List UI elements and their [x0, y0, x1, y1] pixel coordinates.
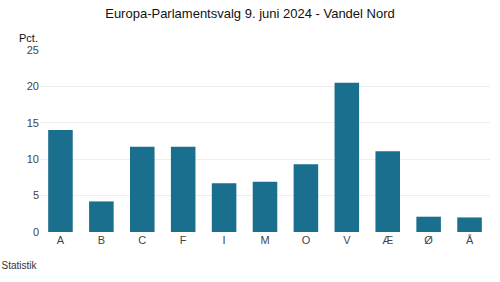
svg-text:I: I [223, 234, 226, 246]
svg-text:25: 25 [27, 44, 39, 56]
svg-text:20: 20 [27, 80, 39, 92]
svg-text:M: M [260, 234, 269, 246]
svg-text:Æ: Æ [382, 234, 393, 246]
svg-text:15: 15 [27, 117, 39, 129]
svg-text:C: C [138, 234, 146, 246]
svg-text:B: B [98, 234, 105, 246]
svg-text:5: 5 [33, 189, 39, 201]
svg-text:F: F [180, 234, 187, 246]
svg-text:V: V [343, 234, 351, 246]
svg-text:Å: Å [466, 234, 474, 246]
svg-text:0: 0 [33, 226, 39, 238]
svg-text:A: A [57, 234, 65, 246]
svg-text:Pct.: Pct. [19, 32, 38, 44]
svg-text:O: O [302, 234, 311, 246]
svg-text:Europa-Parlamentsvalg 9. juni: Europa-Parlamentsvalg 9. juni 2024 - Van… [105, 6, 395, 21]
svg-text:© Danmarks Statistik: © Danmarks Statistik [0, 260, 38, 271]
svg-text:Ø: Ø [424, 234, 433, 246]
svg-text:10: 10 [27, 153, 39, 165]
